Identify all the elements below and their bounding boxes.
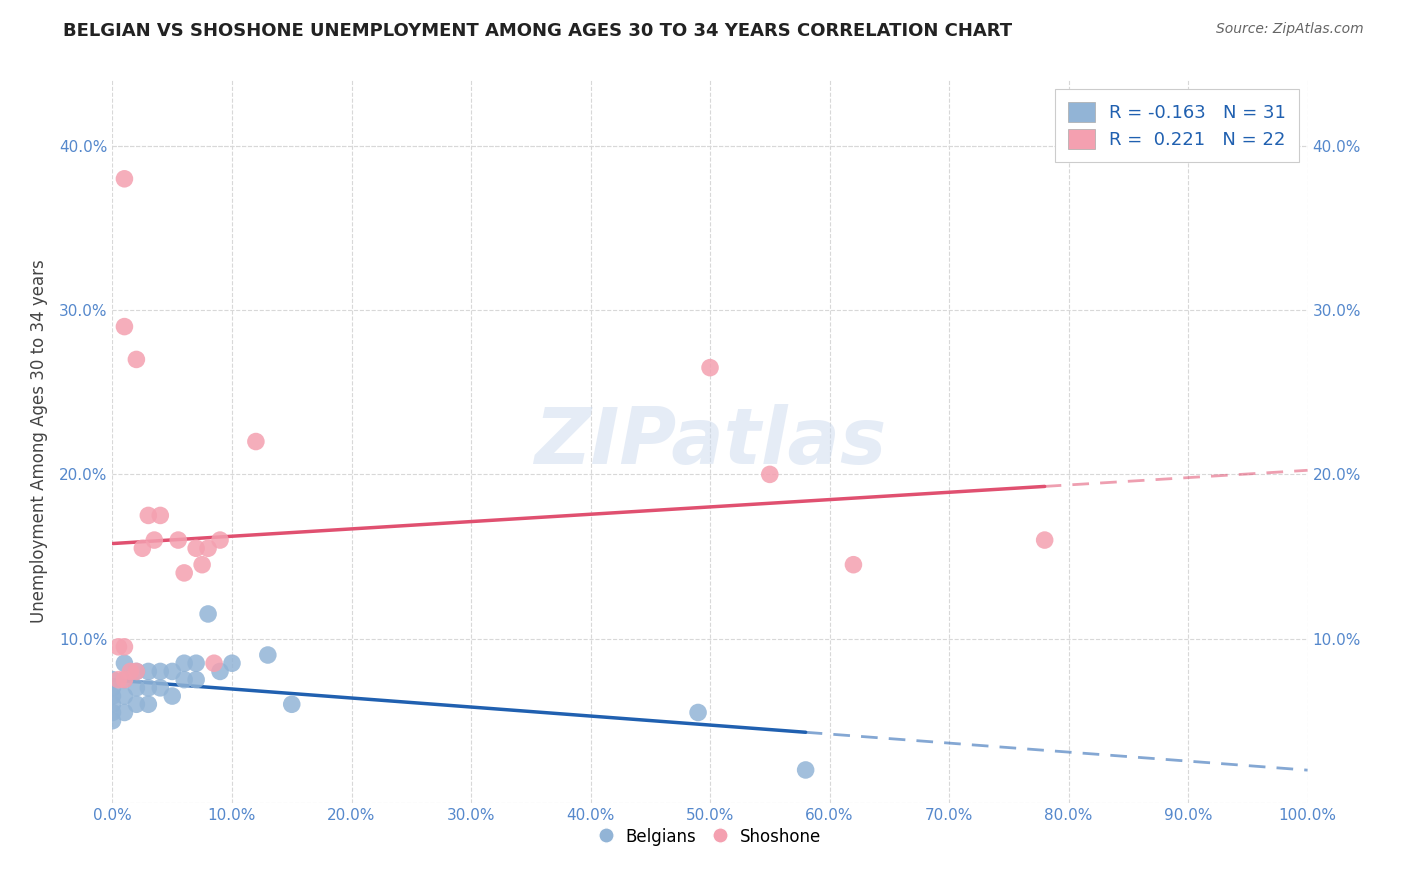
Point — [149, 681, 172, 695]
Point — [114, 171, 135, 186]
Point — [221, 657, 243, 671]
Text: Source: ZipAtlas.com: Source: ZipAtlas.com — [1216, 22, 1364, 37]
Point — [162, 689, 183, 703]
Point — [186, 541, 208, 556]
Point — [101, 698, 124, 712]
Point — [186, 657, 208, 671]
Point — [114, 689, 135, 703]
Text: BELGIAN VS SHOSHONE UNEMPLOYMENT AMONG AGES 30 TO 34 YEARS CORRELATION CHART: BELGIAN VS SHOSHONE UNEMPLOYMENT AMONG A… — [63, 22, 1012, 40]
Point — [101, 706, 124, 720]
Point — [131, 541, 153, 556]
Point — [209, 665, 232, 679]
Point — [699, 360, 721, 375]
Point — [114, 673, 135, 687]
Point — [138, 665, 160, 679]
Point — [114, 640, 135, 654]
Point — [794, 763, 817, 777]
Point — [281, 698, 304, 712]
Point — [197, 607, 219, 621]
Point — [162, 665, 183, 679]
Point — [101, 714, 124, 728]
Point — [114, 319, 135, 334]
Point — [149, 665, 172, 679]
Point — [125, 698, 148, 712]
Point — [173, 657, 195, 671]
Point — [125, 681, 148, 695]
Point — [202, 657, 225, 671]
Point — [173, 673, 195, 687]
Point — [120, 665, 142, 679]
Point — [114, 673, 135, 687]
Point — [167, 533, 190, 547]
Legend: Belgians, Shoshone: Belgians, Shoshone — [592, 821, 828, 852]
Point — [138, 681, 160, 695]
Y-axis label: Unemployment Among Ages 30 to 34 years: Unemployment Among Ages 30 to 34 years — [30, 260, 48, 624]
Point — [209, 533, 232, 547]
Point — [107, 673, 129, 687]
Point — [1033, 533, 1056, 547]
Point — [114, 657, 135, 671]
Point — [173, 566, 195, 580]
Point — [101, 681, 124, 695]
Point — [138, 698, 160, 712]
Point — [114, 706, 135, 720]
Point — [143, 533, 166, 547]
Point — [842, 558, 865, 572]
Point — [257, 648, 280, 662]
Point — [101, 673, 124, 687]
Point — [759, 467, 782, 482]
Point — [197, 541, 219, 556]
Point — [688, 706, 710, 720]
Point — [125, 665, 148, 679]
Point — [107, 640, 129, 654]
Point — [125, 352, 148, 367]
Point — [101, 689, 124, 703]
Point — [245, 434, 267, 449]
Point — [149, 508, 172, 523]
Point — [138, 508, 160, 523]
Point — [125, 665, 148, 679]
Point — [186, 673, 208, 687]
Text: ZIPatlas: ZIPatlas — [534, 403, 886, 480]
Point — [191, 558, 214, 572]
